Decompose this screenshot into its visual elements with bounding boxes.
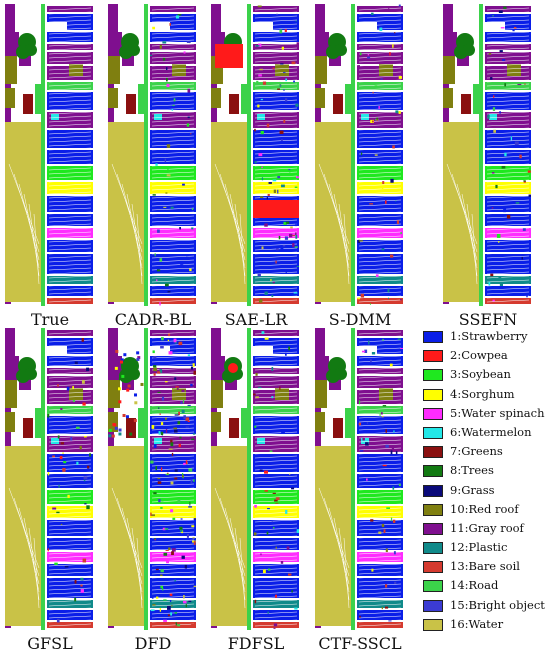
legend-label: 3:Soybean — [450, 367, 511, 382]
legend-swatch — [423, 503, 443, 516]
classification-map-s-dmm — [315, 4, 403, 306]
legend-item: 1:Strawberry — [420, 328, 548, 347]
legend-item: 5:Water spinach — [420, 405, 548, 424]
legend-swatch — [423, 350, 443, 363]
legend-item: 6:Watermelon — [420, 424, 548, 443]
legend-swatch — [423, 446, 443, 459]
legend-label: 1:Strawberry — [450, 329, 528, 343]
legend-item: 11:Gray roof — [420, 520, 548, 539]
classification-map-ctf-sscl — [315, 328, 403, 630]
legend-label: 9:Grass — [450, 482, 495, 497]
legend-swatch — [423, 465, 443, 478]
classification-map-sae-lr — [211, 4, 299, 306]
legend-label: 16:Water — [450, 616, 504, 631]
legend-swatch — [423, 407, 443, 420]
legend-swatch — [423, 426, 443, 439]
caption-sae-lr: SAE-LR — [224, 310, 288, 329]
legend-label: 11:Gray roof — [450, 520, 524, 535]
caption-ctf-sscl: CTF-SSCL — [318, 634, 402, 653]
legend-swatch — [423, 580, 443, 593]
legend-item: 3:Soybean — [420, 366, 548, 385]
caption-fdfsl: FDFSL — [227, 634, 285, 653]
classification-map-true — [5, 4, 93, 306]
class-legend: 1:Strawberry 2:Cowpea 3:Soybean 4:Sorghum 5:… — [420, 328, 548, 635]
legend-item: 2:Cowpea — [420, 347, 548, 366]
legend-label: 13:Bare soil — [450, 559, 520, 574]
legend-item: 15:Bright object — [420, 597, 548, 616]
legend-swatch — [423, 369, 443, 382]
legend-swatch — [423, 522, 443, 535]
legend-swatch — [423, 331, 443, 343]
legend-item: 13:Bare soil — [420, 558, 548, 577]
legend-item: 10:Red roof — [420, 501, 548, 520]
legend-swatch — [423, 388, 443, 401]
legend-label: 12:Plastic — [450, 540, 508, 555]
legend-item: 12:Plastic — [420, 539, 548, 558]
legend-label: 8:Trees — [450, 463, 494, 478]
classification-map-ssefn — [443, 4, 531, 306]
legend-label: 10:Red roof — [450, 501, 519, 516]
caption-cadr-bl: CADR-BL — [114, 310, 192, 329]
legend-label: 6:Watermelon — [450, 424, 532, 439]
legend-label: 2:Cowpea — [450, 348, 508, 363]
classification-map-dfd — [108, 328, 196, 630]
legend-label: 7:Greens — [450, 444, 503, 459]
classification-map-gfsl — [5, 328, 93, 630]
legend-label: 14:Road — [450, 578, 499, 593]
legend-item: 16:Water — [420, 616, 548, 635]
legend-label: 4:Sorghum — [450, 386, 515, 401]
legend-swatch — [423, 618, 443, 631]
caption-true: True — [30, 310, 70, 329]
legend-item: 7:Greens — [420, 443, 548, 462]
caption-dfd: DFD — [134, 634, 172, 653]
legend-swatch — [423, 542, 443, 555]
caption-s-dmm: S-DMM — [328, 310, 392, 329]
classification-map-fdfsl — [211, 328, 299, 630]
legend-swatch — [423, 561, 443, 574]
legend-swatch — [423, 599, 443, 612]
legend-item: 8:Trees — [420, 462, 548, 481]
caption-gfsl: GFSL — [27, 634, 73, 653]
caption-ssefn: SSEFN — [458, 310, 518, 329]
legend-item: 14:Road — [420, 577, 548, 596]
legend-item: 4:Sorghum — [420, 386, 548, 405]
legend-label: 5:Water spinach — [450, 405, 545, 420]
legend-swatch — [423, 484, 443, 497]
legend-label: 15:Bright object — [450, 597, 545, 612]
legend-item: 9:Grass — [420, 482, 548, 501]
classification-map-cadr-bl — [108, 4, 196, 306]
